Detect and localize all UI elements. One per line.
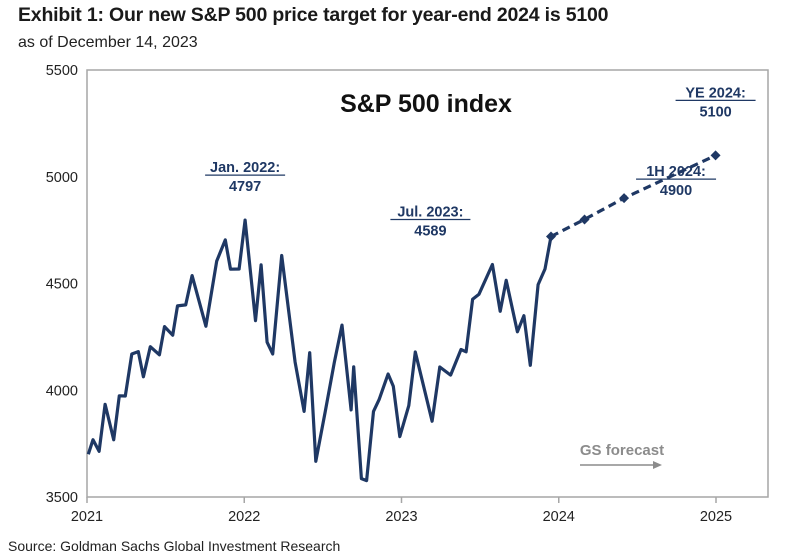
forecast-line	[550, 153, 717, 238]
annotation-label: YE 2024:	[685, 85, 745, 101]
plot-frame	[86, 69, 769, 498]
historical-line	[86, 218, 553, 483]
forecast-point-marker	[579, 214, 590, 225]
y-tick-label: 4500	[46, 277, 78, 293]
annotation: 1H 2024: 4900	[636, 164, 717, 199]
annotation-value: 4589	[414, 223, 446, 239]
forecast-point-marker	[545, 231, 556, 242]
annotation-label: 1H 2024:	[646, 164, 706, 180]
x-tick-label: 2021	[71, 509, 103, 525]
x-tick-label: 2022	[228, 509, 260, 525]
forecast-point-marker	[710, 150, 721, 161]
forecast-point-marker	[619, 193, 630, 204]
annotation: Jan. 2022: 4797	[205, 160, 286, 195]
annotation: YE 2024: 5100	[675, 85, 756, 120]
exhibit-title: Exhibit 1: Our new S&P 500 price target …	[18, 4, 609, 26]
y-tick-label: 5500	[46, 63, 78, 79]
y-tick-label: 3500	[46, 490, 78, 506]
annotation-label: Jul. 2023:	[397, 204, 463, 220]
annotation-value: 4900	[660, 183, 692, 199]
annotation-value: 4797	[229, 179, 261, 195]
annotation-label: Jan. 2022:	[210, 160, 280, 176]
forecast-arrow	[580, 461, 662, 469]
x-tick-label: 2025	[700, 509, 732, 525]
x-tick-label: 2023	[385, 509, 417, 525]
forecast-note: GS forecast	[580, 442, 664, 459]
y-tick-label: 5000	[46, 170, 78, 186]
y-tick-label: 4000	[46, 383, 78, 399]
chart-title: S&P 500 index	[340, 90, 512, 118]
exhibit-subtitle: as of December 14, 2023	[18, 34, 198, 51]
source-note: Source: Goldman Sachs Global Investment …	[8, 538, 341, 554]
x-tick-label: 2024	[543, 509, 575, 525]
annotation: Jul. 2023: 4589	[390, 204, 471, 239]
annotation-value: 5100	[699, 104, 731, 120]
